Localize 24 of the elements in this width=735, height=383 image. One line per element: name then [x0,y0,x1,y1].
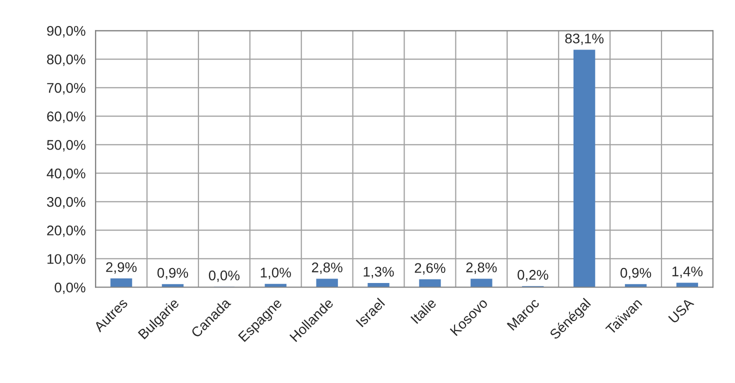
data-label: 1,3% [364,266,394,278]
data-label: 0,0% [208,270,240,282]
y-tick-label: 90,0% [47,26,86,38]
x-tick-label: USA [668,297,694,324]
data-label: 0,2% [518,270,548,282]
y-tick-label: 20,0% [47,226,86,238]
y-tick-label: 40,0% [46,168,86,180]
y-tick-label: 70,0% [47,83,86,94]
y-tick-label: 80,0% [47,54,86,66]
data-label: 1,0% [260,268,291,280]
y-tick-label: 10,0% [48,254,86,266]
data-label: 0,9% [157,268,188,280]
y-tick-label: 30,0% [46,197,86,209]
y-tick-label: 60,0% [47,112,86,123]
data-label: 2,9% [106,262,137,274]
y-tick-label: 0,0% [54,282,86,294]
data-label: 2,8% [466,262,497,274]
x-tick-label: Italie [410,297,437,324]
data-label: 1,4% [672,266,703,278]
data-label: 2,6% [414,263,446,275]
data-label: 83,1% [565,34,604,46]
data-label: 0,9% [620,268,652,280]
data-label: 2,8% [312,262,342,274]
y-tick-label: 50,0% [47,140,86,152]
